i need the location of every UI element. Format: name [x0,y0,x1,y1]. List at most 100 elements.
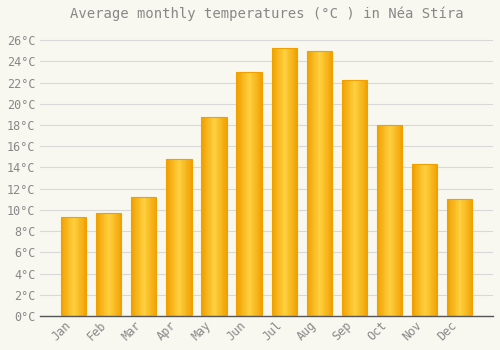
Bar [433,164,434,316]
Bar [294,48,295,316]
Bar [98,213,100,316]
Bar [358,80,360,316]
Bar [203,117,204,316]
Bar [77,217,78,316]
Bar [396,125,397,316]
Title: Average monthly temperatures (°C ) in Néa Stíra: Average monthly temperatures (°C ) in Né… [70,7,464,21]
Bar [119,213,120,316]
Bar [429,164,430,316]
Bar [173,159,174,316]
Bar [412,164,438,316]
Bar [182,159,183,316]
Bar [153,197,154,316]
Bar [470,199,472,316]
Bar [292,48,294,316]
Bar [250,72,251,316]
Bar [206,117,208,316]
Bar [146,197,147,316]
Bar [170,159,172,316]
Bar [83,217,84,316]
Bar [470,199,471,316]
Bar [357,80,358,316]
Bar [208,117,209,316]
Bar [383,125,384,316]
Bar [166,159,192,316]
Bar [137,197,138,316]
Bar [172,159,173,316]
Bar [356,80,357,316]
Bar [342,80,344,316]
Bar [131,197,156,316]
Bar [134,197,136,316]
Bar [102,213,103,316]
Bar [111,213,112,316]
Bar [273,48,274,316]
Bar [66,217,67,316]
Bar [469,199,470,316]
Bar [453,199,454,316]
Bar [352,80,353,316]
Bar [256,72,258,316]
Bar [168,159,169,316]
Bar [326,51,327,316]
Bar [112,213,113,316]
Bar [317,51,318,316]
Bar [448,199,449,316]
Bar [420,164,422,316]
Bar [388,125,389,316]
Bar [350,80,351,316]
Bar [239,72,240,316]
Bar [391,125,392,316]
Bar [382,125,383,316]
Bar [178,159,179,316]
Bar [67,217,68,316]
Bar [224,117,225,316]
Bar [207,117,208,316]
Bar [167,159,168,316]
Bar [280,48,281,316]
Bar [394,125,396,316]
Bar [318,51,320,316]
Bar [106,213,107,316]
Bar [361,80,362,316]
Bar [216,117,218,316]
Bar [414,164,416,316]
Bar [82,217,83,316]
Bar [150,197,152,316]
Bar [462,199,463,316]
Bar [255,72,256,316]
Bar [430,164,432,316]
Bar [400,125,402,316]
Bar [399,125,400,316]
Bar [140,197,141,316]
Bar [286,48,288,316]
Bar [148,197,149,316]
Bar [390,125,392,316]
Bar [61,217,86,316]
Bar [311,51,312,316]
Bar [258,72,260,316]
Bar [279,48,280,316]
Bar [183,159,184,316]
Bar [364,80,366,316]
Bar [154,197,155,316]
Bar [310,51,311,316]
Bar [243,72,244,316]
Bar [322,51,324,316]
Bar [428,164,429,316]
Bar [417,164,418,316]
Bar [118,213,119,316]
Bar [142,197,143,316]
Bar [393,125,394,316]
Bar [72,217,74,316]
Bar [144,197,146,316]
Bar [240,72,242,316]
Bar [295,48,296,316]
Bar [260,72,261,316]
Bar [327,51,328,316]
Bar [78,217,80,316]
Bar [246,72,248,316]
Bar [366,80,367,316]
Bar [222,117,224,316]
Bar [189,159,190,316]
